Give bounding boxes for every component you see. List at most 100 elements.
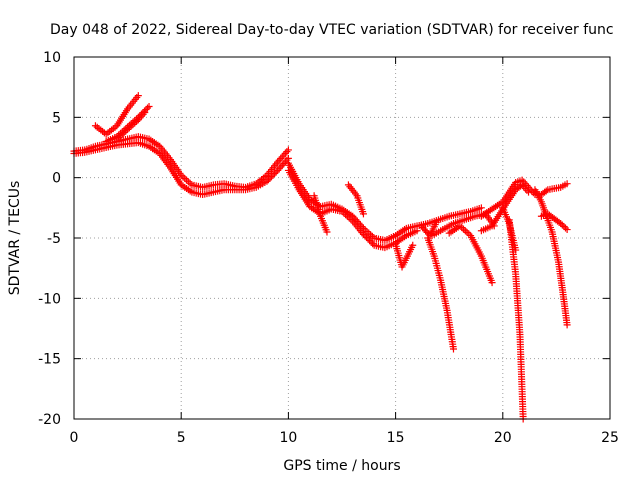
- x-tick-label: 0: [70, 430, 79, 446]
- data-point: [281, 158, 289, 166]
- data-point: [134, 92, 142, 100]
- data-point: [274, 158, 282, 166]
- series-arc-drop-a: [424, 234, 457, 353]
- data-point: [512, 246, 520, 254]
- series-arc-main-upper: [70, 133, 292, 191]
- data-point: [184, 178, 192, 186]
- series-arc-b4: [344, 181, 367, 218]
- series-arc-b3: [310, 192, 331, 236]
- data-point: [413, 227, 421, 235]
- series-arc-c3: [482, 210, 498, 230]
- data-point: [563, 321, 571, 329]
- data-point: [461, 227, 469, 235]
- data-point: [264, 176, 272, 184]
- data-point: [284, 146, 292, 154]
- data-point: [367, 238, 375, 246]
- data-point: [271, 170, 279, 178]
- data-point: [359, 230, 367, 238]
- data-point: [563, 226, 571, 234]
- data-point: [542, 187, 550, 195]
- data-point: [272, 168, 280, 176]
- data-point: [281, 149, 289, 157]
- x-tick-label: 15: [387, 430, 405, 446]
- y-axis-title: SDTVAR / TECUs: [7, 181, 23, 296]
- y-tick-label: -15: [38, 352, 61, 368]
- series-arc-c2: [477, 181, 533, 235]
- data-point: [181, 174, 189, 182]
- data-point: [409, 241, 417, 249]
- data-point: [283, 156, 291, 164]
- data-point: [183, 176, 191, 184]
- data-point: [283, 148, 291, 156]
- data-point: [144, 104, 152, 112]
- data-point: [369, 240, 377, 248]
- chart-title: Day 048 of 2022, Sidereal Day-to-day VTE…: [50, 22, 614, 38]
- y-tick-label: 10: [43, 50, 61, 66]
- data-point: [268, 173, 276, 181]
- data-series: [70, 92, 571, 423]
- series-arc-main-lower: [70, 139, 292, 199]
- data-point: [364, 235, 372, 243]
- series-arc-b2: [284, 166, 421, 252]
- plot-frame: [73, 56, 611, 420]
- data-point: [449, 345, 457, 353]
- series-arc-rise-c: [113, 109, 149, 143]
- data-point: [275, 165, 283, 173]
- data-point: [266, 174, 274, 182]
- series-arc-rise-a: [91, 92, 142, 138]
- grid: [74, 57, 610, 419]
- y-tick-label: -10: [38, 291, 61, 307]
- data-point: [323, 228, 331, 236]
- data-point: [366, 237, 374, 245]
- data-point: [141, 109, 149, 117]
- series-arc-drop-b: [445, 222, 496, 287]
- data-point: [359, 210, 367, 218]
- y-tick-label: 5: [52, 110, 61, 126]
- x-tick-label: 5: [177, 430, 186, 446]
- data-point: [525, 188, 533, 196]
- data-point: [432, 218, 440, 226]
- series-arc-c4: [531, 186, 571, 329]
- data-point: [458, 224, 466, 232]
- data-point: [347, 215, 355, 223]
- data-point: [563, 180, 571, 188]
- data-point: [488, 279, 496, 287]
- x-tick-label: 25: [601, 430, 619, 446]
- y-tick-label: 0: [52, 171, 61, 187]
- data-point: [277, 163, 285, 171]
- data-point: [278, 153, 286, 161]
- y-tick-label: -20: [38, 412, 61, 428]
- series-arc-c5: [537, 210, 571, 234]
- data-point: [516, 182, 524, 190]
- data-point: [263, 177, 271, 185]
- data-point: [363, 233, 371, 241]
- data-point: [562, 224, 570, 232]
- x-axis-title: GPS time / hours: [283, 458, 400, 474]
- series-arc-c7: [499, 204, 520, 254]
- series-arc-dip-b: [417, 218, 440, 240]
- data-point: [477, 204, 485, 212]
- data-point: [558, 221, 566, 229]
- data-point: [280, 151, 288, 159]
- data-point: [463, 228, 471, 236]
- y-axis-ticks: -20 -15 -10 -5 0 5 10: [38, 50, 610, 428]
- series-arc-c1: [477, 176, 571, 220]
- data-point: [557, 220, 565, 228]
- series-arc-dip-a: [392, 240, 417, 271]
- y-tick-label: -5: [47, 231, 61, 247]
- data-point: [560, 223, 568, 231]
- series-arc-c6: [505, 216, 527, 423]
- data-point: [361, 232, 369, 240]
- data-point: [274, 166, 282, 174]
- data-point: [145, 102, 153, 110]
- data-point: [269, 171, 277, 179]
- x-tick-label: 20: [494, 430, 512, 446]
- x-axis-ticks: 0 5 10 15 20 25: [70, 57, 619, 446]
- data-point: [490, 222, 498, 230]
- x-tick-label: 10: [279, 430, 297, 446]
- data-point: [278, 161, 286, 169]
- data-point: [277, 155, 285, 163]
- data-point: [275, 156, 283, 164]
- series-arc-mid: [428, 210, 490, 240]
